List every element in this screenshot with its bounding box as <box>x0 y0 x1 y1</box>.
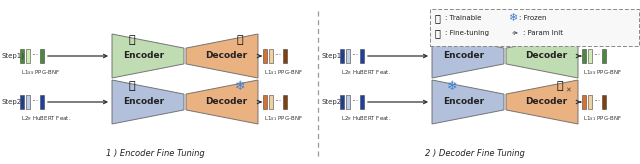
Text: ❄: ❄ <box>235 80 245 92</box>
Text: ···: ··· <box>31 98 38 106</box>
Text: L2$_R$ HuBERT Feat.: L2$_R$ HuBERT Feat. <box>341 68 391 77</box>
Text: ···: ··· <box>351 51 358 61</box>
Text: 🔥: 🔥 <box>129 81 135 91</box>
Bar <box>340 95 344 109</box>
Polygon shape <box>506 34 578 78</box>
Text: Decoder: Decoder <box>525 51 567 61</box>
Text: ···: ··· <box>274 51 281 61</box>
Text: Step1): Step1) <box>2 53 25 59</box>
Bar <box>588 49 592 63</box>
Polygon shape <box>186 34 258 78</box>
Text: 🔥: 🔥 <box>435 13 441 23</box>
Text: ···: ··· <box>351 98 358 106</box>
Bar <box>20 49 24 63</box>
Polygon shape <box>506 80 578 124</box>
Bar <box>40 95 44 109</box>
Text: Encoder: Encoder <box>124 51 164 61</box>
Bar <box>20 95 24 109</box>
Text: Decoder: Decoder <box>205 98 247 106</box>
Bar <box>602 95 606 109</box>
Text: L1$_{S1}$ PPG-BNF: L1$_{S1}$ PPG-BNF <box>583 114 622 123</box>
Bar <box>582 49 586 63</box>
Text: : Trainable: : Trainable <box>445 15 481 21</box>
Text: ❄: ❄ <box>508 13 517 23</box>
Text: L2$_R$ HuBERT Feat.: L2$_R$ HuBERT Feat. <box>341 114 391 123</box>
Text: 1 ) Encoder Fine Tuning: 1 ) Encoder Fine Tuning <box>106 150 204 158</box>
Bar <box>360 49 364 63</box>
Text: 🔧: 🔧 <box>557 81 563 91</box>
Polygon shape <box>112 80 184 124</box>
Text: 🔥: 🔥 <box>129 35 135 45</box>
Bar <box>26 49 30 63</box>
Text: L1$_{SS}$ PPG-BNF: L1$_{SS}$ PPG-BNF <box>21 68 60 77</box>
Bar <box>340 49 344 63</box>
Text: : Fine-tuning: : Fine-tuning <box>445 30 489 36</box>
Bar <box>346 49 350 63</box>
Text: : Frozen: : Frozen <box>519 15 547 21</box>
Bar <box>263 95 267 109</box>
Polygon shape <box>186 80 258 124</box>
Text: ···: ··· <box>593 98 600 106</box>
Bar <box>263 49 267 63</box>
Bar <box>26 95 30 109</box>
Text: L1$_{S1}$ PPG-BNF: L1$_{S1}$ PPG-BNF <box>264 68 303 77</box>
Text: 🔧: 🔧 <box>435 28 441 38</box>
Text: Decoder: Decoder <box>525 98 567 106</box>
Bar <box>602 49 606 63</box>
Polygon shape <box>112 34 184 78</box>
Text: : Param Init: : Param Init <box>523 30 563 36</box>
Bar <box>360 95 364 109</box>
Text: Step1): Step1) <box>322 53 345 59</box>
Text: ···: ··· <box>593 51 600 61</box>
Text: Encoder: Encoder <box>124 98 164 106</box>
Text: L1$_{S1}$ PPG-BNF: L1$_{S1}$ PPG-BNF <box>264 114 303 123</box>
FancyBboxPatch shape <box>429 9 639 45</box>
Text: Step2): Step2) <box>2 99 25 105</box>
Text: Encoder: Encoder <box>444 98 484 106</box>
Text: 🔥: 🔥 <box>237 35 243 45</box>
Text: ···: ··· <box>274 98 281 106</box>
Polygon shape <box>432 80 504 124</box>
Text: 2 ) Decoder Fine Tuning: 2 ) Decoder Fine Tuning <box>425 150 525 158</box>
Bar <box>582 95 586 109</box>
Text: L2$_R$ HuBERT Feat.: L2$_R$ HuBERT Feat. <box>21 114 71 123</box>
Text: Decoder: Decoder <box>205 51 247 61</box>
Text: ❄: ❄ <box>447 80 457 92</box>
Bar <box>269 95 273 109</box>
Text: ✕: ✕ <box>565 87 571 93</box>
Text: 🔥: 🔥 <box>449 35 455 45</box>
Polygon shape <box>432 34 504 78</box>
Bar <box>283 95 287 109</box>
Text: L1$_{SS}$ PPG-BNF: L1$_{SS}$ PPG-BNF <box>583 68 622 77</box>
Text: 🔥: 🔥 <box>557 35 563 45</box>
Bar <box>40 49 44 63</box>
Bar <box>283 49 287 63</box>
Text: ···: ··· <box>31 51 38 61</box>
Bar <box>588 95 592 109</box>
Bar <box>269 49 273 63</box>
Text: Encoder: Encoder <box>444 51 484 61</box>
Bar <box>346 95 350 109</box>
Text: Step2): Step2) <box>322 99 345 105</box>
